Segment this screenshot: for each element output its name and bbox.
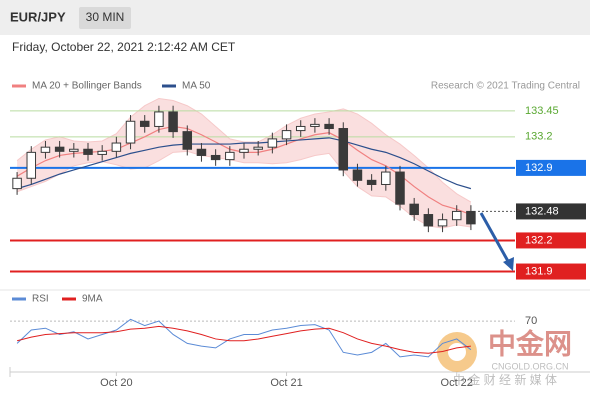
watermark-name: 中金网	[488, 327, 572, 359]
timeframe-badge	[79, 7, 131, 29]
level-label: 132.2	[525, 234, 553, 246]
candle-body	[168, 111, 178, 133]
candle-body	[437, 219, 448, 227]
candle-body	[196, 148, 207, 156]
y-tick-label: 70	[525, 315, 537, 327]
candle-body	[139, 120, 150, 127]
legend-label: 9MA	[82, 294, 103, 305]
x-tick-label: Oct 21	[270, 377, 302, 389]
arrow-head	[503, 257, 514, 271]
ma-line	[16, 137, 472, 190]
candle-body	[423, 214, 434, 227]
level-label: 131.9	[525, 265, 553, 277]
legend-label: RSI	[32, 294, 49, 305]
x-tick-label: Oct 22	[441, 377, 473, 389]
candle-body	[69, 148, 79, 152]
level-label: 133.2	[525, 131, 553, 143]
datetime: Friday, October 22, 2021 2:12:42 AM CET	[12, 40, 236, 54]
level-badge	[516, 232, 586, 249]
level-badge	[516, 203, 586, 220]
candle-body	[366, 179, 377, 185]
candle-body	[281, 130, 292, 140]
level-badge	[516, 159, 586, 176]
candle-body	[154, 111, 164, 127]
candle-body	[451, 210, 462, 221]
level-label: 132.9	[525, 162, 553, 174]
watermark-site: CNGOLD.ORG.CN	[491, 361, 568, 371]
candle-body	[324, 123, 334, 130]
candle-body	[338, 128, 349, 171]
watermark-slogan: 中 金 财 经 新 媒 体	[453, 372, 557, 387]
forecast-arrow	[479, 212, 514, 271]
candle-body	[111, 142, 122, 152]
candle-body	[253, 146, 263, 150]
level-label: 132.48	[525, 205, 559, 217]
candle-body	[54, 146, 65, 152]
candle-body	[352, 169, 363, 181]
candle-body	[210, 154, 221, 161]
series-line	[16, 325, 471, 354]
legend-label: MA 20 + Bollinger Bands	[32, 81, 142, 92]
candle-body	[267, 138, 278, 148]
level-label: 133.45	[525, 105, 559, 117]
watermark-logo-inner	[448, 343, 466, 361]
candle-body	[97, 150, 107, 155]
candle-body	[182, 131, 193, 150]
candle-body	[225, 151, 235, 161]
candle-body	[26, 151, 37, 179]
x-tick-label: Oct 20	[100, 377, 132, 389]
level-badge	[516, 263, 586, 280]
candle-body	[83, 148, 93, 155]
candle-body	[409, 203, 419, 216]
candle-body	[310, 123, 320, 127]
candle-body	[466, 210, 476, 225]
symbol: EUR/JPY	[10, 9, 66, 24]
arrow-shaft	[479, 212, 511, 264]
candle-body	[125, 120, 136, 144]
candle-body	[381, 171, 391, 185]
credit: Research © 2021 Trading Central	[431, 81, 580, 92]
legend-label: MA 50	[182, 81, 211, 92]
series-line	[16, 318, 472, 358]
candle-body	[239, 148, 249, 153]
candle-body	[295, 125, 306, 132]
bollinger-upper	[16, 97, 472, 203]
candle-body	[12, 177, 22, 190]
timeframe: 30 MIN	[86, 10, 125, 24]
candle-body	[395, 171, 405, 205]
candle-body	[40, 146, 51, 153]
